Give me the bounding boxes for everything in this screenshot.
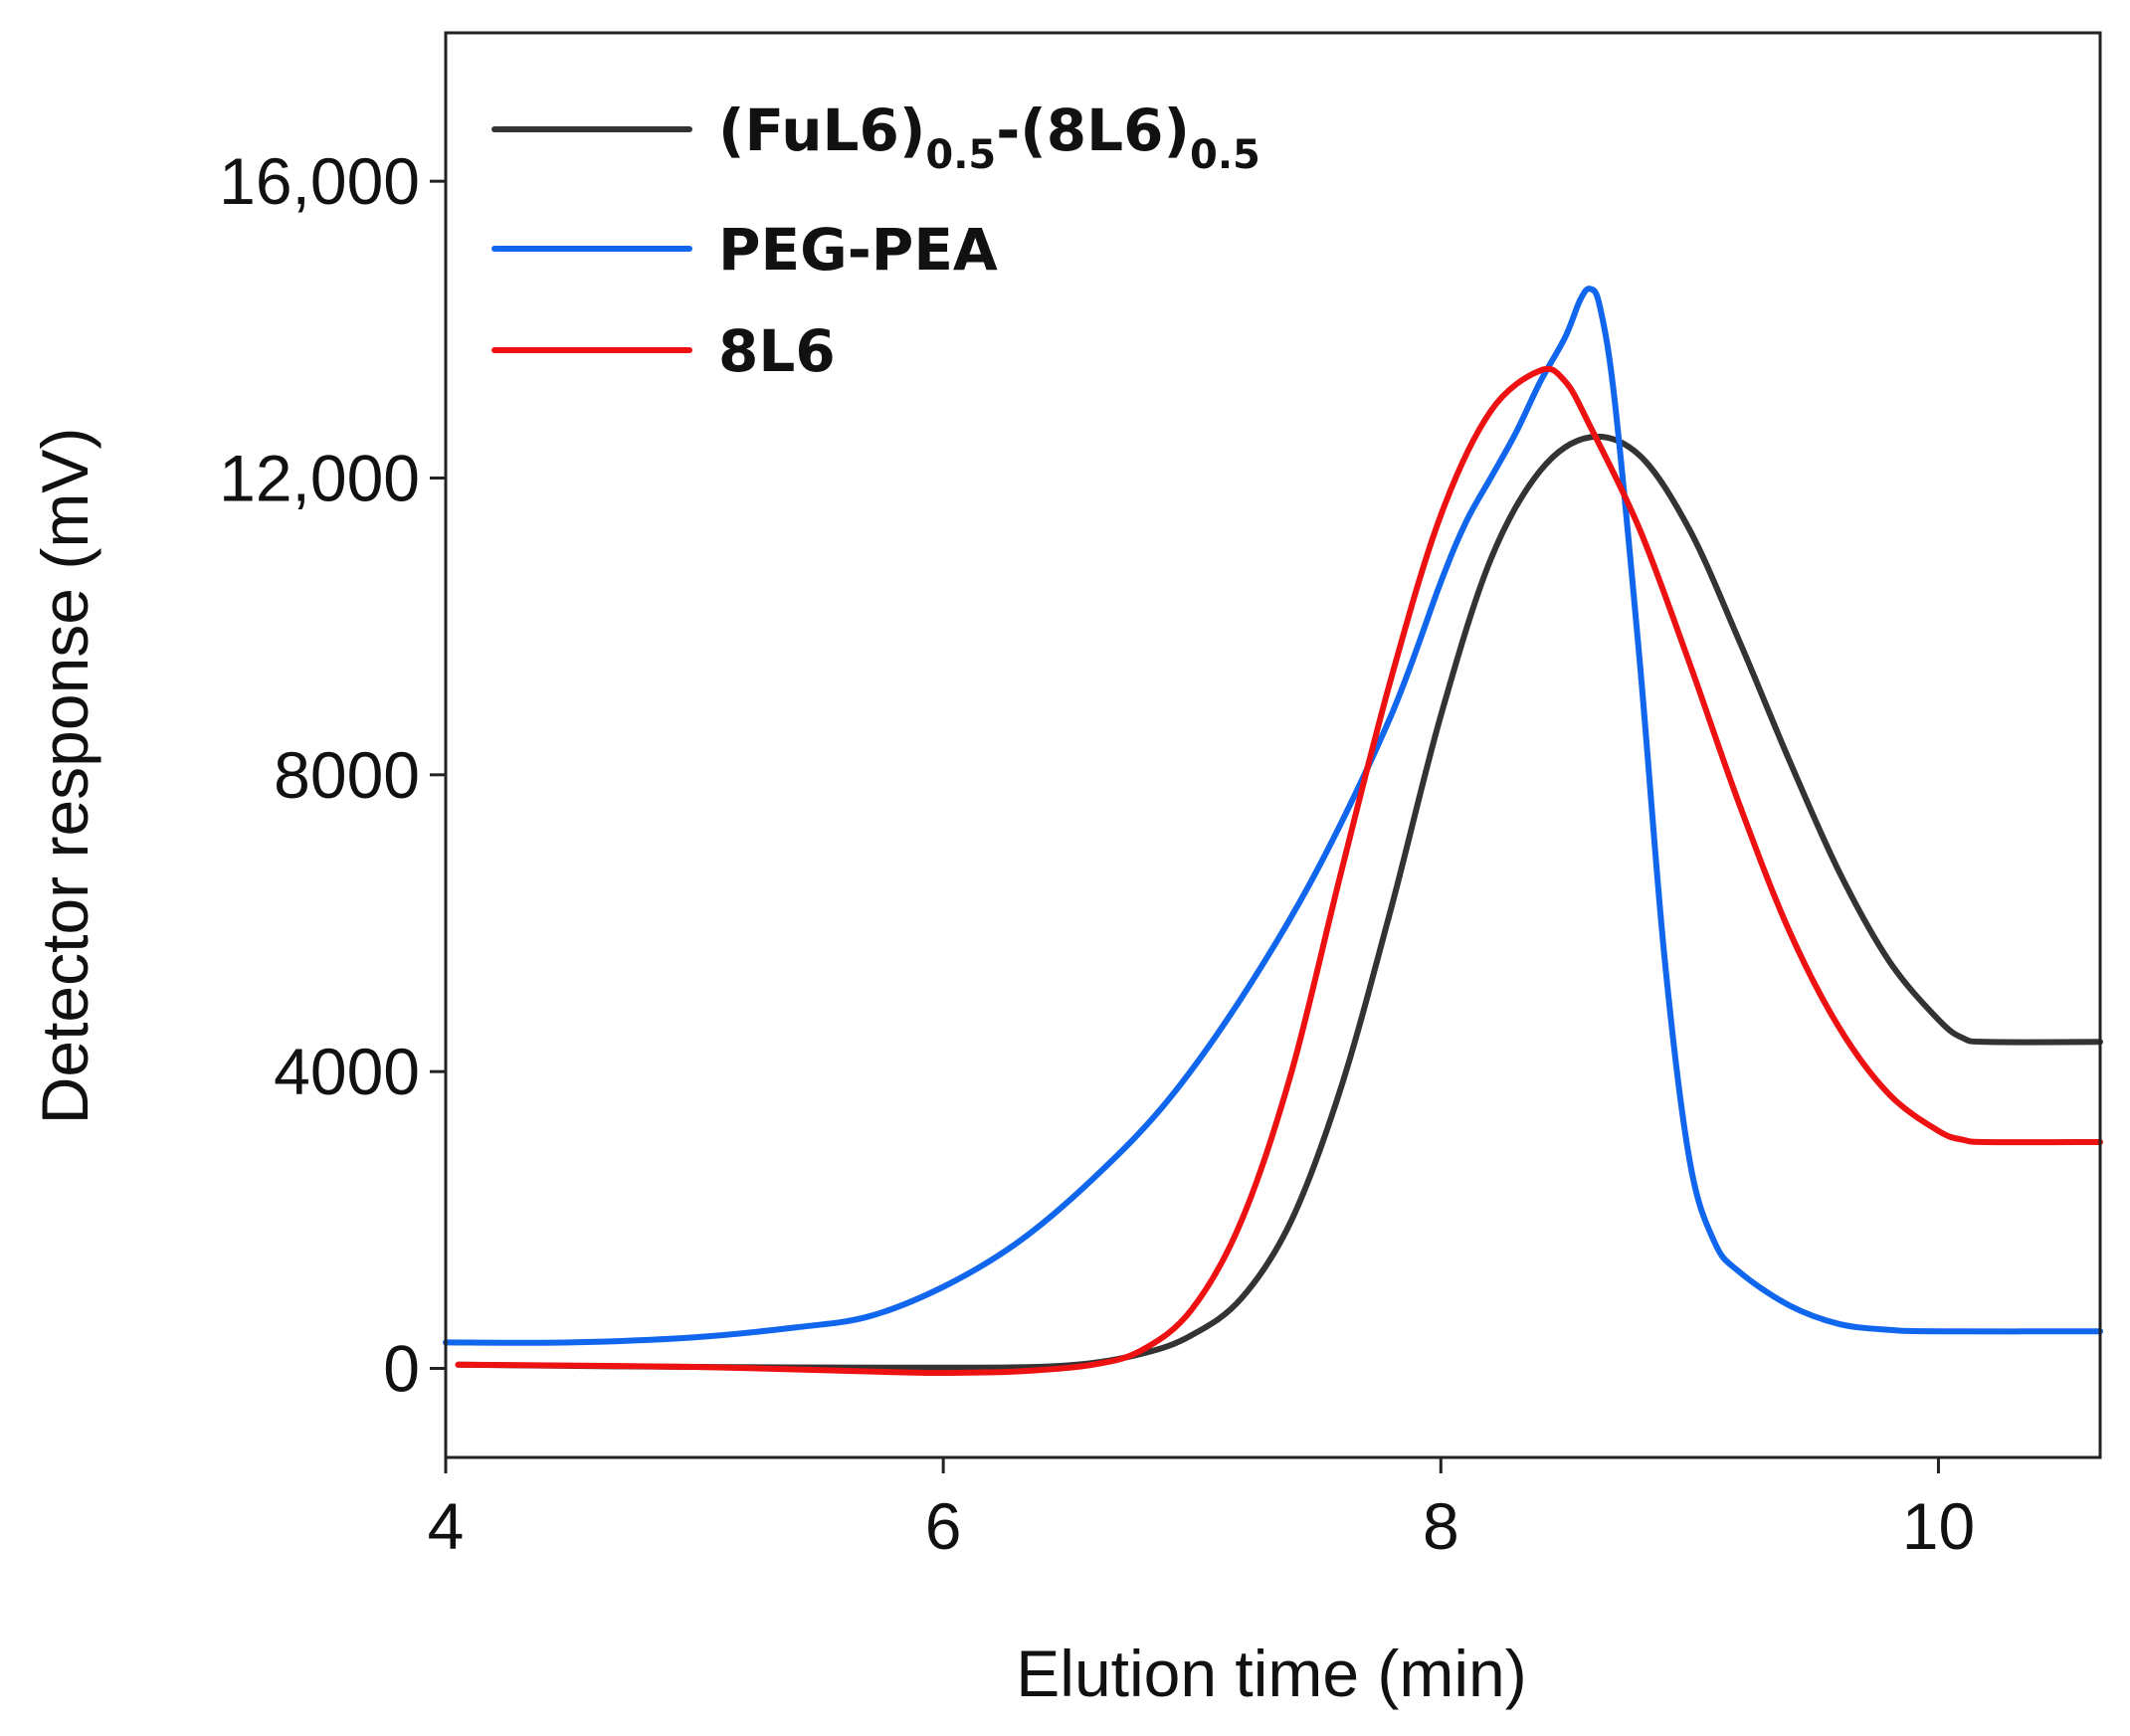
lines-layer [443,286,2103,1377]
plot-frame [444,31,2102,1459]
x-tick-label: 4 [428,1489,465,1563]
y-tick-label: 8000 [274,738,420,812]
ticks-layer: 0 4000 8000 12,000 16,000 4 6 8 10 [219,144,1975,1563]
y-tick-label: 12,000 [219,442,420,515]
legend: (FuL6)0.5-(8L6)0.5 PEG-PEA 8L6 [491,96,1260,385]
legend-label-2: 8L6 [718,317,836,385]
y-tick-label: 16,000 [219,144,420,218]
x-axis-title: Elution time (min) [1016,1637,1526,1710]
x-tick-label: 6 [925,1489,962,1563]
x-tick-label: 8 [1423,1489,1459,1563]
y-axis-title: Detector response (mV) [28,428,101,1125]
y-tick-label: 4000 [274,1035,420,1108]
series-line-1 [443,286,2103,1346]
legend-label-1: PEG-PEA [718,216,998,284]
legend-label-0: (FuL6)0.5-(8L6)0.5 [718,96,1260,178]
series-line-0 [455,433,2103,1371]
y-tick-label: 0 [383,1332,420,1406]
series-line-2 [455,365,2103,1377]
x-tick-label: 10 [1902,1489,1975,1563]
